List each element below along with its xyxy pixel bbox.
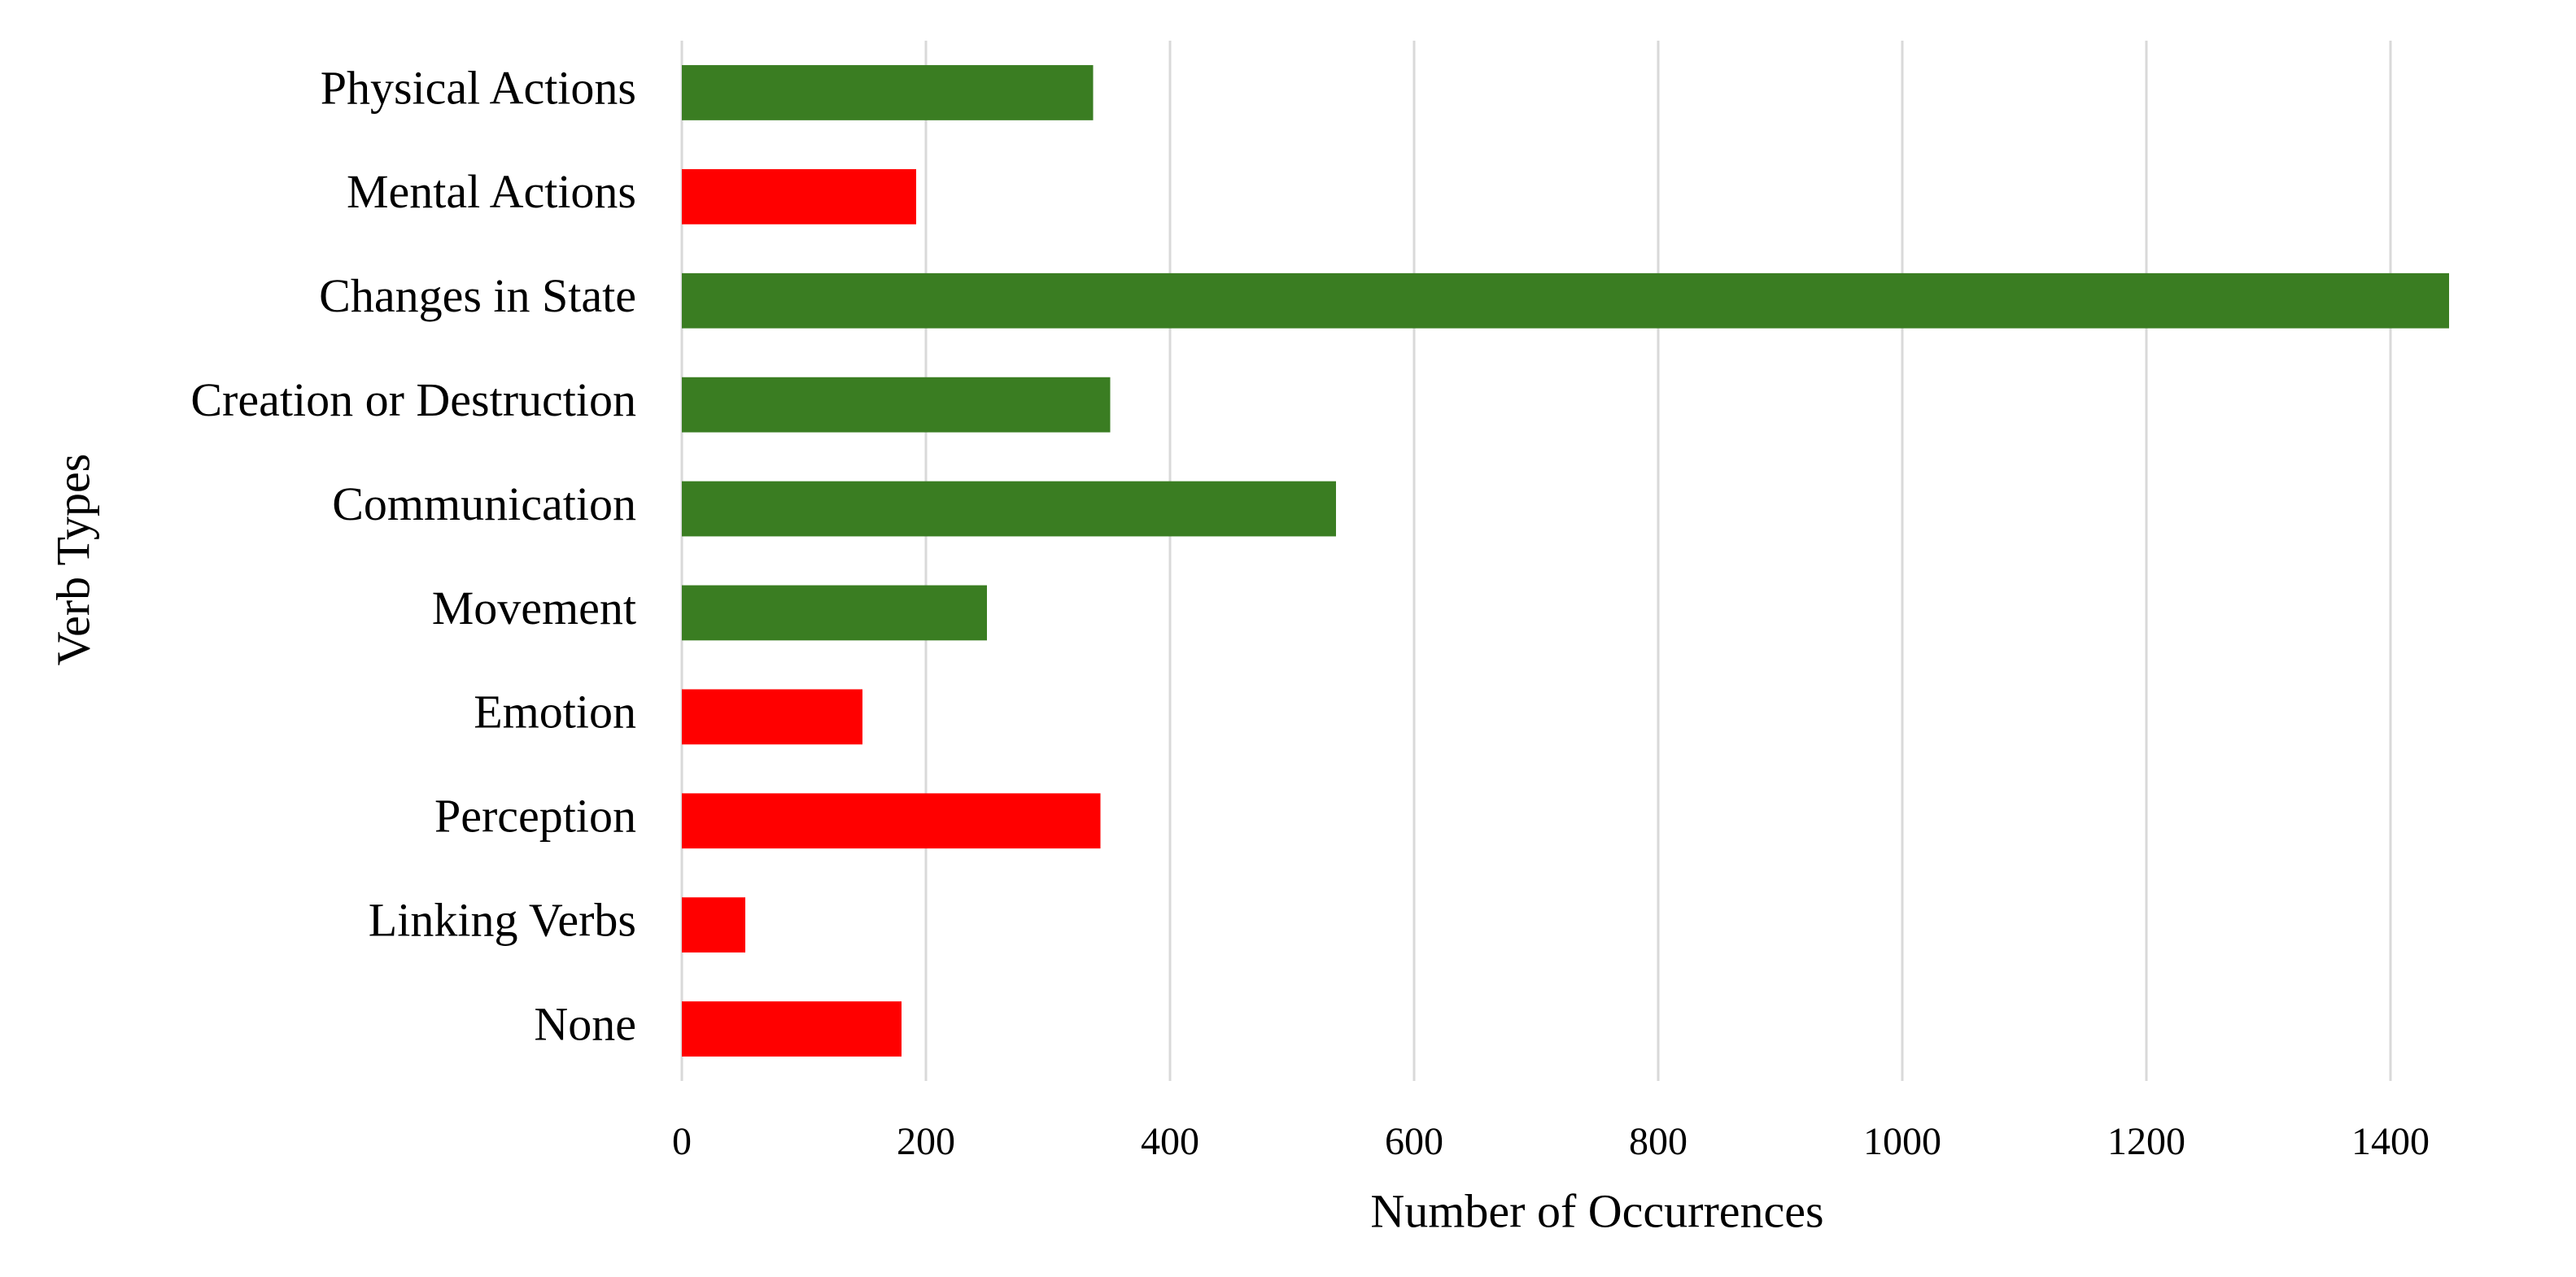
x-tick-label: 600 bbox=[1385, 1120, 1443, 1163]
y-tick-label: Perception bbox=[434, 790, 636, 843]
x-tick-label: 400 bbox=[1141, 1120, 1199, 1163]
y-tick-label: Linking Verbs bbox=[369, 893, 636, 946]
x-tick-label: 1200 bbox=[2107, 1120, 2185, 1163]
bar bbox=[682, 168, 916, 224]
y-tick-label: Emotion bbox=[474, 686, 636, 739]
y-tick-label: Changes in State bbox=[319, 269, 636, 322]
y-tick-label: Communication bbox=[332, 477, 636, 530]
x-tick-label: 1400 bbox=[2351, 1120, 2430, 1163]
y-tick-label: Movement bbox=[432, 582, 636, 634]
bar bbox=[682, 689, 862, 745]
bar bbox=[682, 897, 745, 953]
y-axis-label: Verb Types bbox=[46, 454, 99, 666]
bar bbox=[682, 1001, 902, 1057]
bar bbox=[682, 65, 1094, 120]
bar bbox=[682, 585, 987, 641]
x-tick-label: 200 bbox=[897, 1120, 955, 1163]
x-tick-label: 0 bbox=[672, 1120, 692, 1163]
x-tick-label: 1000 bbox=[1863, 1120, 1941, 1163]
y-tick-label: Mental Actions bbox=[347, 165, 636, 218]
x-tick-label: 800 bbox=[1629, 1120, 1687, 1163]
bar bbox=[682, 793, 1101, 849]
bar bbox=[682, 377, 1111, 433]
bar bbox=[682, 272, 2449, 329]
y-tick-label: None bbox=[534, 997, 636, 1050]
x-axis-label: Number of Occurrences bbox=[1370, 1184, 1823, 1237]
bar bbox=[682, 481, 1336, 537]
y-tick-label: Physical Actions bbox=[321, 61, 636, 114]
y-tick-label: Creation or Destruction bbox=[190, 373, 636, 426]
